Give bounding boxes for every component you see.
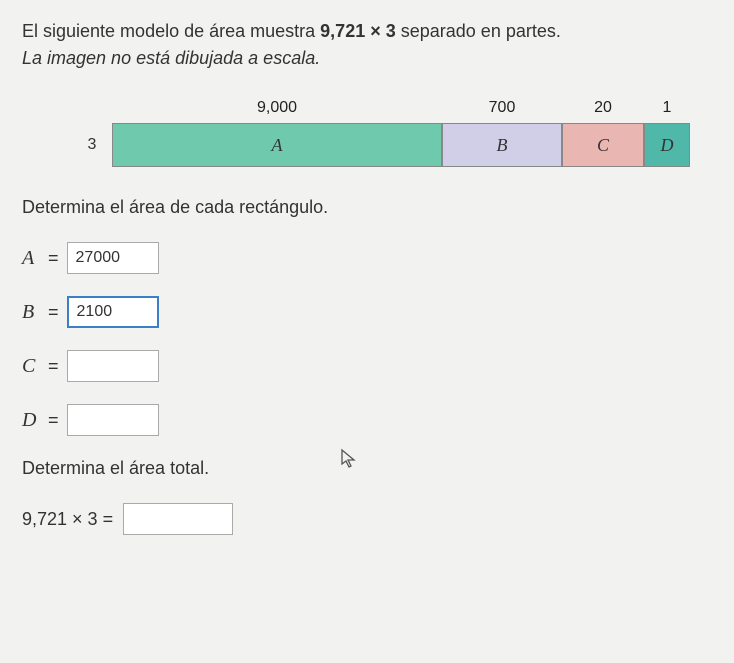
equation-var: B: [22, 301, 40, 324]
equation-input-c[interactable]: [67, 350, 159, 382]
equation-var: C: [22, 355, 40, 378]
prompt-expression: 9,721 × 3: [320, 21, 396, 41]
prompt-text-pre: El siguiente modelo de área muestra: [22, 21, 320, 41]
area-model-top-labels: 9,000700201: [112, 99, 712, 123]
equation-row: C=: [22, 350, 712, 382]
prompt-line-2: La imagen no está dibujada a escala.: [22, 48, 712, 69]
instruction-total: Determina el área total.: [22, 458, 712, 479]
area-model-segment: D: [644, 123, 690, 167]
final-equation: 9,721 × 3 =: [22, 503, 712, 535]
area-model-segment: B: [442, 123, 562, 167]
final-expression: 9,721 × 3 =: [22, 509, 113, 530]
area-model-top-label: 700: [442, 99, 562, 123]
prompt-line-1: El siguiente modelo de área muestra 9,72…: [22, 18, 712, 44]
equation-input-b[interactable]: [67, 296, 159, 328]
equals-sign: =: [48, 356, 59, 377]
area-model-segment: C: [562, 123, 644, 167]
equations-block: A=B=C=D=: [22, 242, 712, 436]
equation-var: A: [22, 247, 40, 270]
equals-sign: =: [48, 410, 59, 431]
area-model-bar: 3 ABCD: [72, 123, 712, 167]
equals-sign: =: [48, 302, 59, 323]
area-model-top-label: 9,000: [112, 99, 442, 123]
instruction-area: Determina el área de cada rectángulo.: [22, 197, 712, 218]
area-model-top-label: 20: [562, 99, 644, 123]
equation-row: D=: [22, 404, 712, 436]
equals-sign: =: [48, 248, 59, 269]
area-model: 9,000700201 3 ABCD: [72, 99, 712, 167]
equation-row: B=: [22, 296, 712, 328]
area-model-segment: A: [112, 123, 442, 167]
area-model-top-label: 1: [644, 99, 690, 123]
equation-row: A=: [22, 242, 712, 274]
equation-var: D: [22, 409, 40, 432]
prompt-text-post: separado en partes.: [396, 21, 561, 41]
final-input[interactable]: [123, 503, 233, 535]
area-model-side-label: 3: [72, 123, 112, 167]
equation-input-a[interactable]: [67, 242, 159, 274]
area-model-segments: ABCD: [112, 123, 690, 167]
equation-input-d[interactable]: [67, 404, 159, 436]
